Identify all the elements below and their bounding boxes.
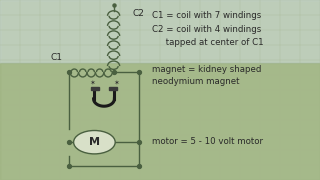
Text: C1 = coil with 7 windings: C1 = coil with 7 windings (152, 11, 261, 20)
Text: M: M (89, 137, 100, 147)
Text: ✶: ✶ (89, 79, 95, 85)
Text: magnet = kidney shaped: magnet = kidney shaped (152, 65, 261, 74)
Text: C1: C1 (51, 53, 62, 62)
Text: ✶: ✶ (113, 79, 119, 85)
Bar (0, 63, 320, 180)
Text: C2: C2 (133, 9, 145, 18)
Text: C2 = coil with 4 windings: C2 = coil with 4 windings (152, 25, 261, 34)
Bar (0, 0, 320, 63)
Circle shape (74, 130, 115, 154)
Text: neodymium magnet: neodymium magnet (152, 77, 239, 86)
Bar (92, 87, 99, 90)
Bar (109, 87, 116, 90)
Text: motor = 5 - 10 volt motor: motor = 5 - 10 volt motor (152, 137, 263, 146)
Text: tapped at center of C1: tapped at center of C1 (152, 38, 264, 47)
